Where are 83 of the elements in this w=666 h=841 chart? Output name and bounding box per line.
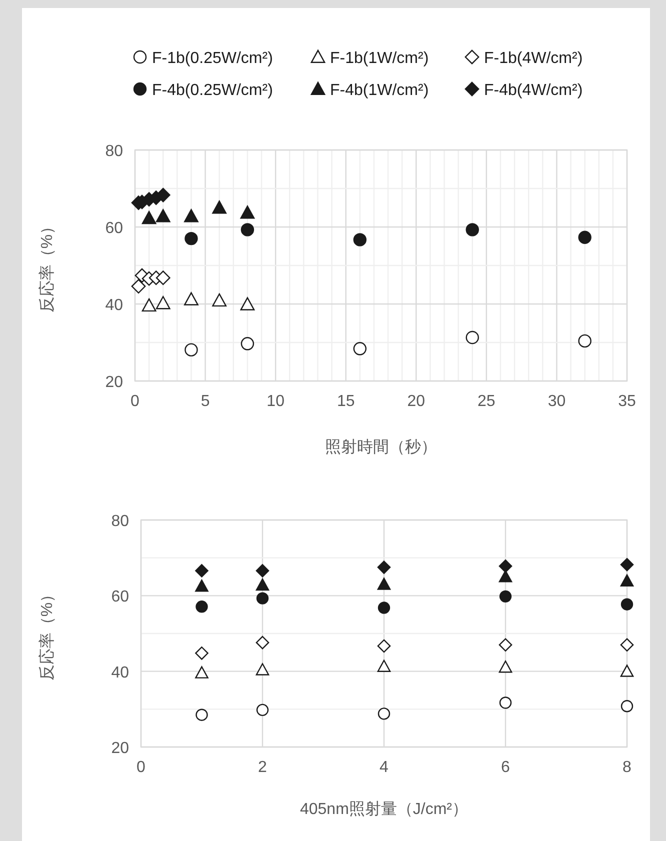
y-tick-label: 20 <box>105 374 124 391</box>
x-tick-label: 2 <box>258 759 268 776</box>
point <box>240 337 254 350</box>
x-axis-title: 照射時間（秒） <box>325 438 437 456</box>
y-tick-label: 20 <box>111 740 130 757</box>
point <box>620 638 634 652</box>
point <box>184 232 198 246</box>
x-tick-label: 25 <box>478 393 496 410</box>
point <box>240 223 254 236</box>
point <box>142 210 156 224</box>
point <box>466 330 479 344</box>
point <box>156 296 170 310</box>
point <box>256 592 269 604</box>
y-tick-label: 60 <box>105 220 124 237</box>
point <box>240 206 255 219</box>
y-tick-label: 60 <box>111 588 130 606</box>
legend-label: F-4b(4W/cm²) <box>484 82 583 99</box>
point <box>195 564 208 578</box>
x-tick-label: 5 <box>200 393 210 410</box>
x-tick-label: 15 <box>336 393 355 410</box>
point <box>498 560 512 573</box>
point <box>256 564 270 578</box>
point <box>256 704 269 716</box>
point <box>256 663 270 676</box>
point <box>212 293 227 307</box>
point <box>184 343 198 356</box>
point <box>620 664 634 677</box>
x-tick-label: 8 <box>622 759 632 776</box>
point <box>195 666 208 678</box>
x-tick-label: 6 <box>501 759 510 776</box>
point <box>156 270 170 286</box>
point <box>195 646 208 660</box>
point <box>195 580 208 592</box>
point <box>378 602 390 614</box>
legend-label: F-1b(0.25W/cm²) <box>152 50 273 67</box>
legend-label: F-4b(0.25W/cm²) <box>152 82 273 99</box>
point <box>377 578 391 590</box>
x-tick-label: 0 <box>136 759 146 776</box>
point <box>499 696 512 709</box>
point <box>377 639 391 653</box>
point <box>184 292 198 306</box>
y-axis-title: 反応率（%） <box>38 218 56 313</box>
point <box>256 636 270 650</box>
x-tick-label: 10 <box>266 393 285 410</box>
point <box>377 560 391 574</box>
point <box>620 700 634 712</box>
x-tick-label: 35 <box>618 393 636 410</box>
point <box>156 209 170 222</box>
point <box>620 574 634 586</box>
point <box>498 570 512 582</box>
legend-label: F-1b(1W/cm²) <box>330 50 429 67</box>
y-tick-label: 40 <box>111 664 130 682</box>
legend-label: F-4b(1W/cm²) <box>330 82 429 99</box>
point <box>498 660 512 673</box>
legend-label: F-1b(4W/cm²) <box>484 50 583 67</box>
point <box>353 233 367 246</box>
y-axis-title: 反応率（%） <box>38 586 56 681</box>
point <box>499 590 512 603</box>
point <box>498 638 512 652</box>
point <box>212 200 227 214</box>
point <box>466 223 479 236</box>
point <box>578 230 592 244</box>
point <box>142 298 156 312</box>
point <box>578 334 592 348</box>
point <box>184 209 198 222</box>
x-tick-label: 30 <box>548 393 566 410</box>
point <box>240 297 255 310</box>
x-tick-label: 20 <box>407 393 426 410</box>
point <box>131 279 146 294</box>
point <box>196 600 208 613</box>
y-tick-label: 80 <box>111 513 130 530</box>
point <box>256 578 270 591</box>
x-tick-label: 0 <box>130 393 140 410</box>
point <box>196 708 208 721</box>
y-tick-label: 80 <box>105 143 124 160</box>
x-tick-label: 4 <box>380 759 389 776</box>
point <box>620 598 634 610</box>
point <box>353 342 367 356</box>
x-axis-title: 405nm照射量（J/cm²） <box>300 800 468 818</box>
point <box>378 708 390 720</box>
y-tick-label: 40 <box>105 297 124 314</box>
point <box>377 660 391 672</box>
point <box>620 558 634 572</box>
